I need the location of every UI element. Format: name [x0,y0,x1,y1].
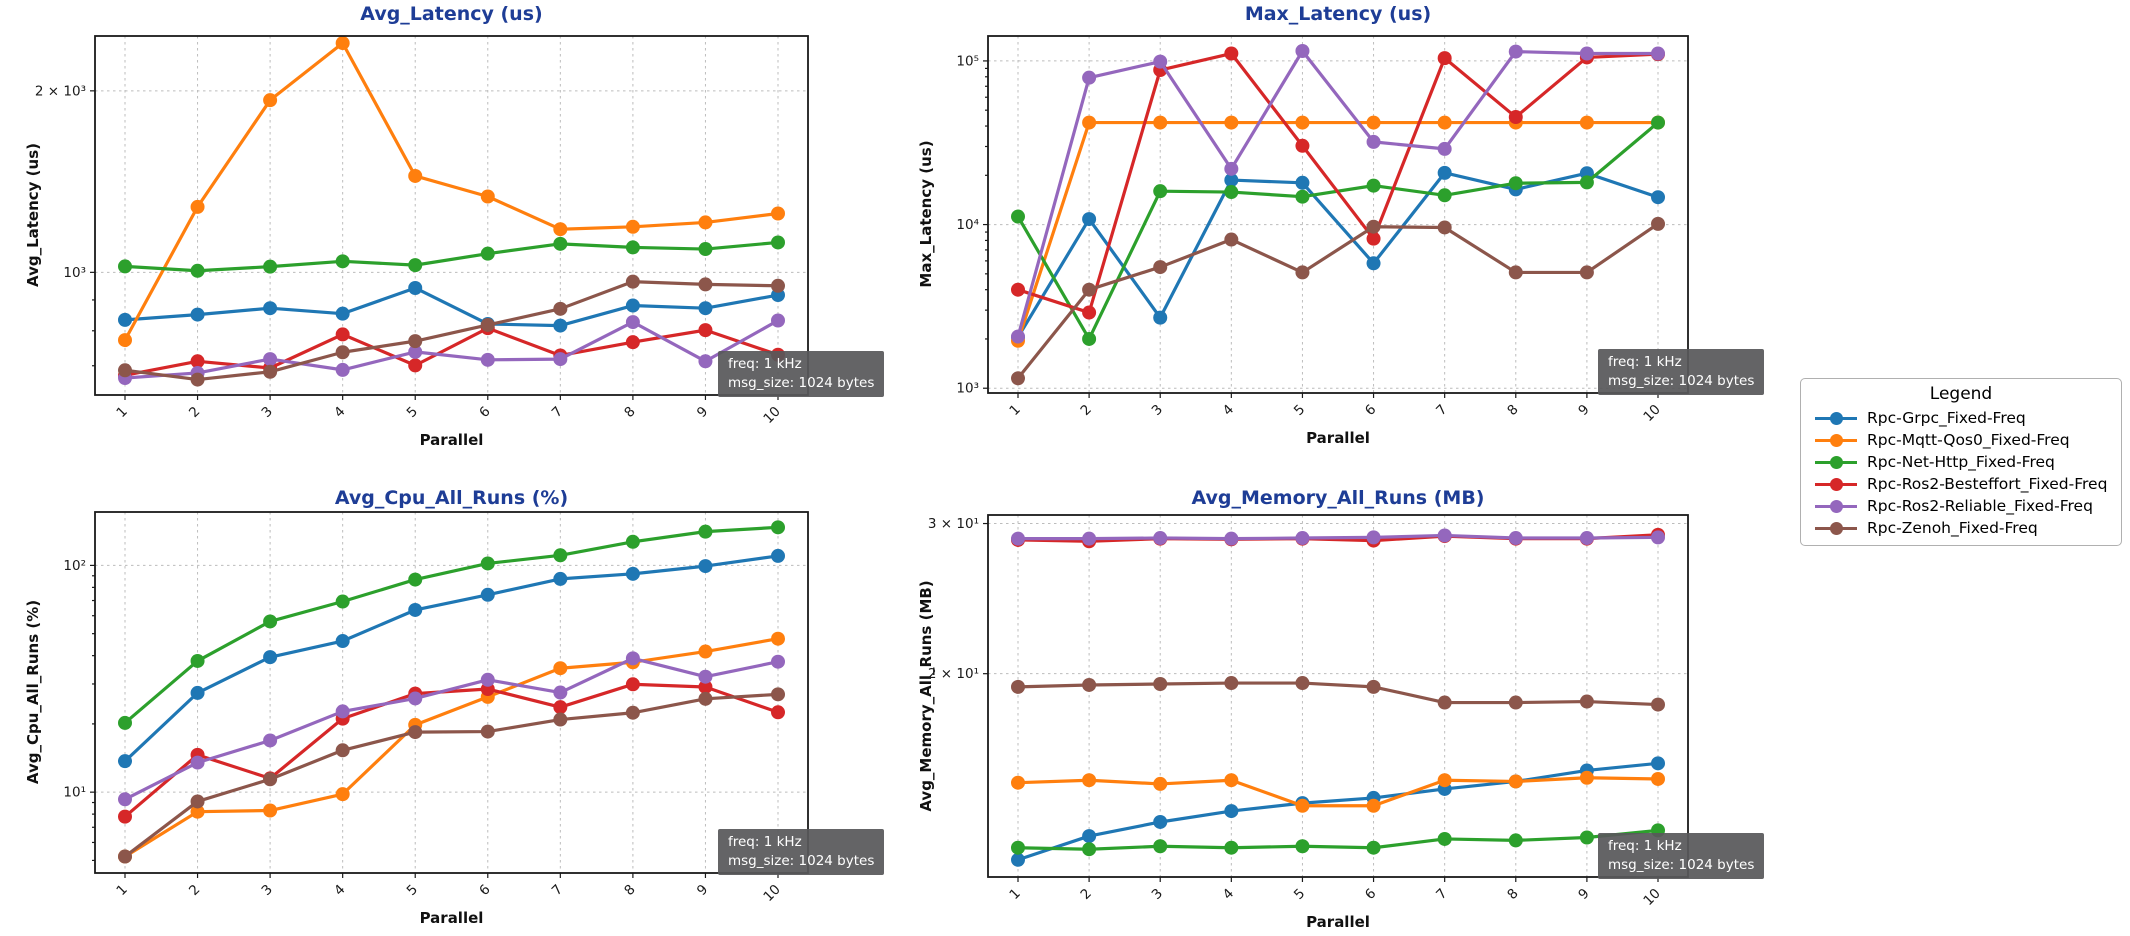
annotation-avg-memory: freq: 1 kHz msg_size: 1024 bytes [1598,833,1765,879]
x-axis-label-avg-memory: Parallel [1306,913,1370,931]
svg-text:3: 3 [1149,886,1166,903]
svg-text:3: 3 [259,882,276,899]
chart-title-max-latency: Max_Latency (us) [1244,3,1432,25]
svg-text:10³: 10³ [63,265,86,281]
chart-title-avg-memory: Avg_Memory_All_Runs (MB) [1191,487,1485,509]
svg-text:1: 1 [113,404,130,421]
legend-marker-rpc-net-http-icon [1815,455,1857,470]
avg-latency-plot: 2 × 10³ 10³ 1 2 3 4 5 6 7 8 9 10 [35,35,809,427]
annotation-freq: freq: 1 kHz [1608,354,1682,370]
svg-text:5: 5 [404,404,421,421]
legend-item-rpc-grpc: Rpc-Grpc_Fixed-Freq [1801,407,2121,429]
svg-text:1: 1 [1006,886,1023,903]
svg-text:2: 2 [1078,402,1095,419]
svg-text:9: 9 [694,882,711,899]
legend-item-label: Rpc-Zenoh_Fixed-Freq [1867,519,2038,537]
legend-item-label: Rpc-Ros2-Reliable_Fixed-Freq [1867,497,2093,515]
legend-marker-rpc-grpc-icon [1815,411,1857,426]
annotation-msg-size: msg_size: 1024 bytes [728,375,875,391]
annotation-avg-cpu: freq: 1 kHz msg_size: 1024 bytes [718,829,885,875]
svg-text:3: 3 [259,404,276,421]
svg-text:6: 6 [1362,886,1379,903]
annotation-msg-size: msg_size: 1024 bytes [1608,373,1755,389]
annotation-avg-latency: freq: 1 kHz msg_size: 1024 bytes [718,351,885,397]
svg-text:8: 8 [621,404,638,421]
svg-text:1: 1 [113,882,130,899]
legend-marker-rpc-ros2-besteffort-icon [1815,477,1857,492]
svg-text:6: 6 [476,882,493,899]
svg-text:10²: 10² [63,558,86,574]
legend-item-label: Rpc-Grpc_Fixed-Freq [1867,409,2026,427]
x-axis-label-max-latency: Parallel [1306,429,1370,447]
legend-item-rpc-mqtt-qos0: Rpc-Mqtt-Qos0_Fixed-Freq [1801,429,2121,451]
svg-text:5: 5 [404,882,421,899]
svg-text:10: 10 [760,882,783,905]
legend-item-rpc-ros2-besteffort: Rpc-Ros2-Besteffort_Fixed-Freq [1801,473,2121,495]
svg-text:8: 8 [1504,402,1521,419]
legend-item-rpc-zenoh: Rpc-Zenoh_Fixed-Freq [1801,517,2121,539]
svg-text:10⁴: 10⁴ [956,217,979,233]
svg-text:10: 10 [1640,886,1663,909]
annotation-msg-size: msg_size: 1024 bytes [728,853,875,869]
svg-text:2: 2 [186,882,203,899]
svg-text:10: 10 [760,404,783,427]
legend-item-label: Rpc-Net-Http_Fixed-Freq [1867,453,2055,471]
avg-cpu-plot: 10² 10¹ 1 2 3 4 5 6 7 8 9 10 [63,511,809,905]
svg-text:10¹: 10¹ [63,785,86,801]
legend-title: Legend [1929,384,1993,404]
max-latency-plot: 10⁵ 10⁴ 10³ 1 2 3 4 5 6 7 8 9 10 [956,35,1689,425]
svg-text:1: 1 [1006,402,1023,419]
svg-text:6: 6 [476,404,493,421]
annotation-max-latency: freq: 1 kHz msg_size: 1024 bytes [1598,349,1765,395]
legend-item-label: Rpc-Mqtt-Qos0_Fixed-Freq [1867,431,2070,449]
svg-text:3 × 10¹: 3 × 10¹ [928,516,979,532]
annotation-msg-size: msg_size: 1024 bytes [1608,857,1755,873]
svg-text:9: 9 [1575,402,1592,419]
svg-text:7: 7 [1433,402,1450,419]
legend-item-rpc-net-http: Rpc-Net-Http_Fixed-Freq [1801,451,2121,473]
chart-title-avg-latency: Avg_Latency (us) [360,3,543,25]
annotation-freq: freq: 1 kHz [728,834,802,850]
svg-text:8: 8 [621,882,638,899]
svg-text:7: 7 [1433,886,1450,903]
svg-text:2 × 10³: 2 × 10³ [35,83,86,99]
svg-text:3: 3 [1149,402,1166,419]
annotation-freq: freq: 1 kHz [728,356,802,372]
svg-text:4: 4 [331,882,348,899]
svg-text:5: 5 [1291,402,1308,419]
svg-text:9: 9 [1575,886,1592,903]
svg-text:2: 2 [186,404,203,421]
legend-marker-rpc-ros2-reliable-icon [1815,499,1857,514]
svg-text:7: 7 [549,882,566,899]
svg-text:4: 4 [1220,402,1237,419]
svg-text:7: 7 [549,404,566,421]
x-axis-label-avg-latency: Parallel [419,431,484,449]
legend-item-label: Rpc-Ros2-Besteffort_Fixed-Freq [1867,475,2108,493]
annotation-freq: freq: 1 kHz [1608,838,1682,854]
svg-text:4: 4 [1220,886,1237,903]
legend-box: Legend Rpc-Grpc_Fixed-Freq Rpc-Mqtt-Qos0… [1800,378,2122,546]
svg-text:8: 8 [1504,886,1521,903]
chart-title-avg-cpu: Avg_Cpu_All_Runs (%) [334,487,569,509]
svg-text:9: 9 [694,404,711,421]
x-axis-label-avg-cpu: Parallel [419,909,484,927]
svg-text:2: 2 [1078,886,1095,903]
svg-text:4: 4 [331,404,348,421]
legend-marker-rpc-zenoh-icon [1815,521,1857,536]
svg-text:2 × 10¹: 2 × 10¹ [928,666,979,682]
avg-memory-plot: 3 × 10¹ 2 × 10¹ 1 2 3 4 5 6 7 8 9 10 [928,514,1689,909]
svg-text:6: 6 [1362,402,1379,419]
legend-item-rpc-ros2-reliable: Rpc-Ros2-Reliable_Fixed-Freq [1801,495,2121,517]
svg-text:10⁵: 10⁵ [956,53,979,69]
svg-text:10: 10 [1640,402,1663,425]
svg-text:5: 5 [1291,886,1308,903]
legend-marker-rpc-mqtt-icon [1815,433,1857,448]
svg-text:10³: 10³ [956,381,979,397]
